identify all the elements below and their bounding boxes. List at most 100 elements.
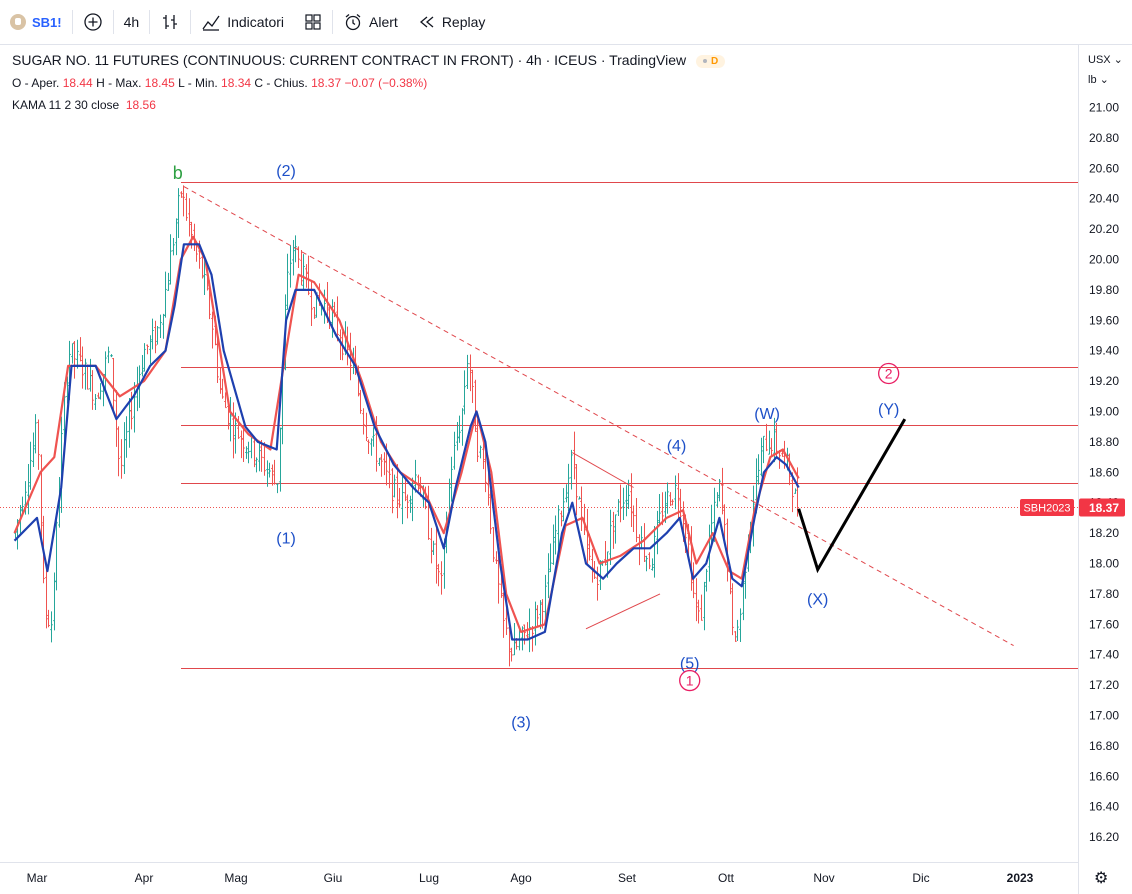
wave-circle (679, 669, 701, 692)
ohlc-bar (609, 509, 612, 565)
interval-label: 4h (123, 14, 140, 30)
ohlc-bar (398, 487, 401, 508)
price-tick-label: 20.00 (1089, 253, 1119, 267)
toolbar-divider (332, 10, 334, 34)
ohlc-bar (76, 339, 79, 369)
ohlc-bar (37, 419, 40, 470)
ohlc-bar (580, 486, 583, 532)
ohlc-bar (383, 452, 386, 476)
ohlc-bar (307, 255, 310, 296)
indicators-button[interactable]: Indicatori (191, 0, 294, 44)
replay-button[interactable]: Replay (408, 0, 496, 44)
ohlc-bar (677, 473, 680, 519)
ohlc-bar (29, 441, 32, 490)
ohlc-bar (71, 343, 74, 364)
ohlc-bar (723, 504, 726, 540)
change-value: −0.07 (−0.38%) (344, 76, 428, 90)
ohlc-bar (219, 367, 222, 394)
ohlc-bar (695, 578, 698, 622)
toolbar-divider (190, 10, 192, 34)
ohlc-bar (94, 393, 97, 411)
time-tick-label: Mag (224, 871, 247, 885)
ohlc-bar (177, 188, 180, 239)
ohlc-bar (736, 619, 739, 641)
time-tick-label: Dic (912, 871, 929, 885)
ohlc-bar (182, 185, 185, 217)
ohlc-bar (297, 246, 300, 269)
ohlc-bar (211, 311, 214, 349)
wave-label: (3) (511, 715, 531, 732)
ohlc-bar (770, 438, 773, 456)
price-axis-header[interactable]: USX ⌄ lb ⌄ (1088, 50, 1123, 90)
top-toolbar: SB1! 4h Indicatori (0, 0, 1132, 45)
ohlc-bar (461, 408, 464, 446)
chart-type-button[interactable] (150, 0, 190, 44)
ohlc-bar (84, 358, 87, 390)
currency-selector[interactable]: USX ⌄ (1088, 50, 1123, 70)
ohlc-bar (112, 357, 115, 413)
ohlc-bar (690, 526, 693, 591)
ohlc-bar (310, 281, 313, 327)
price-tick-label: 20.40 (1089, 192, 1119, 206)
ohlc-bar (279, 427, 282, 492)
alert-button[interactable]: Alert (333, 0, 408, 44)
wave-label: (5) (680, 655, 700, 672)
ohlc-bar (648, 552, 651, 570)
bar-chart-type-icon (163, 15, 178, 29)
ohlc-bar (643, 523, 646, 563)
ohlc-bar (50, 611, 53, 643)
ohlc-bar (656, 510, 659, 555)
ohlc-bar (404, 479, 407, 502)
price-tick-label: 18.80 (1089, 435, 1119, 449)
ohlc-bar (791, 472, 794, 513)
ohlc-bar (188, 198, 191, 237)
ohlc-bar (372, 427, 375, 447)
ohlc-bar (630, 473, 633, 527)
ohlc-bar (619, 484, 622, 523)
price-tick-label: 19.60 (1089, 313, 1119, 327)
ohlc-bar (565, 484, 568, 503)
price-tick-label: 20.60 (1089, 161, 1119, 175)
ohlc-bar (539, 600, 542, 630)
interval-button[interactable]: 4h (114, 0, 150, 44)
ohlc-bar (456, 421, 459, 451)
symbol-button[interactable]: SB1! (0, 0, 72, 44)
ohlc-bar (391, 468, 394, 514)
ohlc-bar (110, 354, 113, 358)
ohlc-bar (471, 369, 474, 403)
ohlc-bar (362, 408, 365, 435)
ohlc-bar (250, 436, 253, 459)
ohlc-bar (378, 457, 381, 466)
time-tick-label: Set (618, 871, 637, 885)
wave-label: (W) (754, 406, 780, 423)
ohlc-bar (417, 474, 420, 492)
low-value: 18.34 (221, 76, 252, 90)
alert-label: Alert (369, 14, 398, 30)
ohlc-bar (313, 306, 316, 319)
price-tick-label: 18.00 (1089, 557, 1119, 571)
time-tick-label: Ott (718, 871, 735, 885)
toolbar-divider (71, 10, 73, 34)
ohlc-bar (716, 492, 719, 508)
ohlc-bar (674, 475, 677, 510)
settings-gear-icon[interactable]: ⚙ (1094, 870, 1109, 887)
wave-label: b (173, 163, 183, 183)
compare-button[interactable] (73, 0, 113, 44)
ohlc-bar (469, 354, 472, 392)
ohlc-bar (669, 492, 672, 506)
triangle-upper-line (572, 452, 634, 488)
ohlc-bar (79, 337, 82, 362)
unit-label: lb (1088, 74, 1097, 86)
unit-selector[interactable]: lb ⌄ (1088, 70, 1123, 90)
ohlc-bar (32, 432, 35, 467)
ohlc-bar (718, 478, 721, 502)
ohlc-bar (107, 346, 110, 364)
templates-button[interactable] (294, 0, 332, 44)
ohlc-bar (703, 581, 706, 631)
time-tick-label: Nov (813, 871, 834, 885)
ohlc-bar (775, 422, 778, 458)
kama-slow-line (13, 235, 800, 634)
last-price-label: 18.37 (1089, 501, 1119, 515)
indicators-label: Indicatori (227, 14, 285, 30)
